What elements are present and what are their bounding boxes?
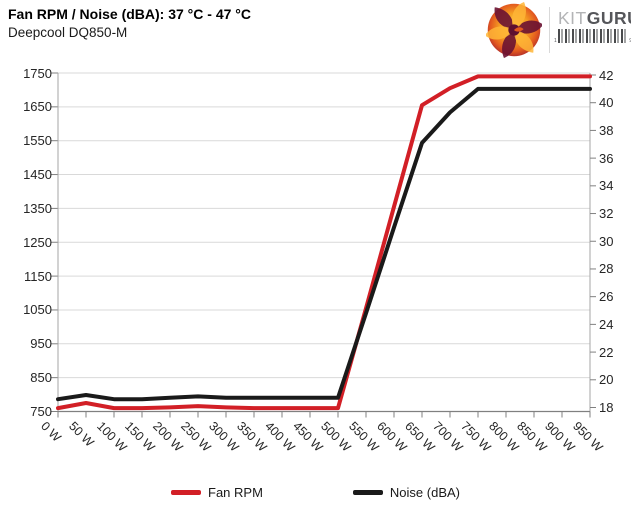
legend-label-fan-rpm: Fan RPM	[208, 485, 263, 500]
y-axis-right-label: 22	[599, 344, 614, 360]
y-axis-left-label: 1650	[23, 99, 52, 115]
legend-item-noise-dba: Noise (dBA)	[352, 485, 460, 500]
series-line-noise-dba	[56, 86, 592, 402]
y-axis-right-label: 38	[599, 122, 614, 138]
y-axis-left-label: 1150	[24, 268, 52, 284]
y-axis-right-label: 18	[599, 400, 614, 415]
y-axis-right-label: 30	[599, 233, 614, 249]
y-axis-right-label: 42	[599, 67, 614, 83]
y-axis-left-label: 1450	[23, 167, 52, 183]
kitguru-logo: KITGURU 1 9	[486, 2, 631, 58]
y-axis-right-label: 40	[599, 95, 614, 111]
chart-subtitle: Deepcool DQ850-M	[8, 25, 128, 40]
y-axis-right-label: 20	[599, 372, 614, 388]
y-axis-right-label: 32	[599, 206, 614, 222]
y-axis-left-label: 1550	[23, 133, 52, 149]
y-axis-left-label: 850	[30, 370, 52, 386]
y-axis-left-label: 1350	[23, 200, 52, 216]
barcode-digit-right: 9	[629, 38, 631, 44]
y-axis-right-label: 26	[599, 289, 614, 305]
y-axis-right-label: 28	[599, 261, 614, 277]
legend-label-noise-dba: Noise (dBA)	[389, 485, 460, 500]
legend: Fan RPM Noise (dBA)	[0, 485, 631, 500]
logo-divider	[549, 7, 550, 53]
logo-guru-text: GURU	[586, 8, 631, 28]
y-axis-left-label: 950	[30, 336, 52, 352]
kitguru-wordmark: KITGURU 1 9	[554, 2, 631, 44]
y-axis-left-label: 1050	[23, 302, 52, 318]
logo-kit-text: KIT	[558, 8, 587, 28]
y-axis-right-label: 36	[599, 150, 614, 166]
logo-barcode: 1 9	[554, 29, 631, 44]
kitguru-swirl-icon	[486, 2, 542, 58]
legend-item-fan-rpm: Fan RPM	[171, 485, 263, 500]
y-axis-left-label: 1750	[23, 65, 52, 81]
series-line-fan-rpm	[56, 74, 592, 411]
y-axis-right-label: 34	[599, 178, 614, 194]
chart-title: Fan RPM / Noise (dBA): 37 °C - 47 °C	[8, 6, 252, 22]
y-axis-left-label: 750	[30, 404, 52, 419]
legend-swatch-noise-dba	[352, 490, 383, 495]
barcode-digit-left: 1	[554, 38, 557, 44]
y-axis-left-label: 1250	[23, 234, 52, 250]
y-axis-right-label: 24	[599, 316, 614, 332]
legend-swatch-fan-rpm	[171, 490, 201, 495]
